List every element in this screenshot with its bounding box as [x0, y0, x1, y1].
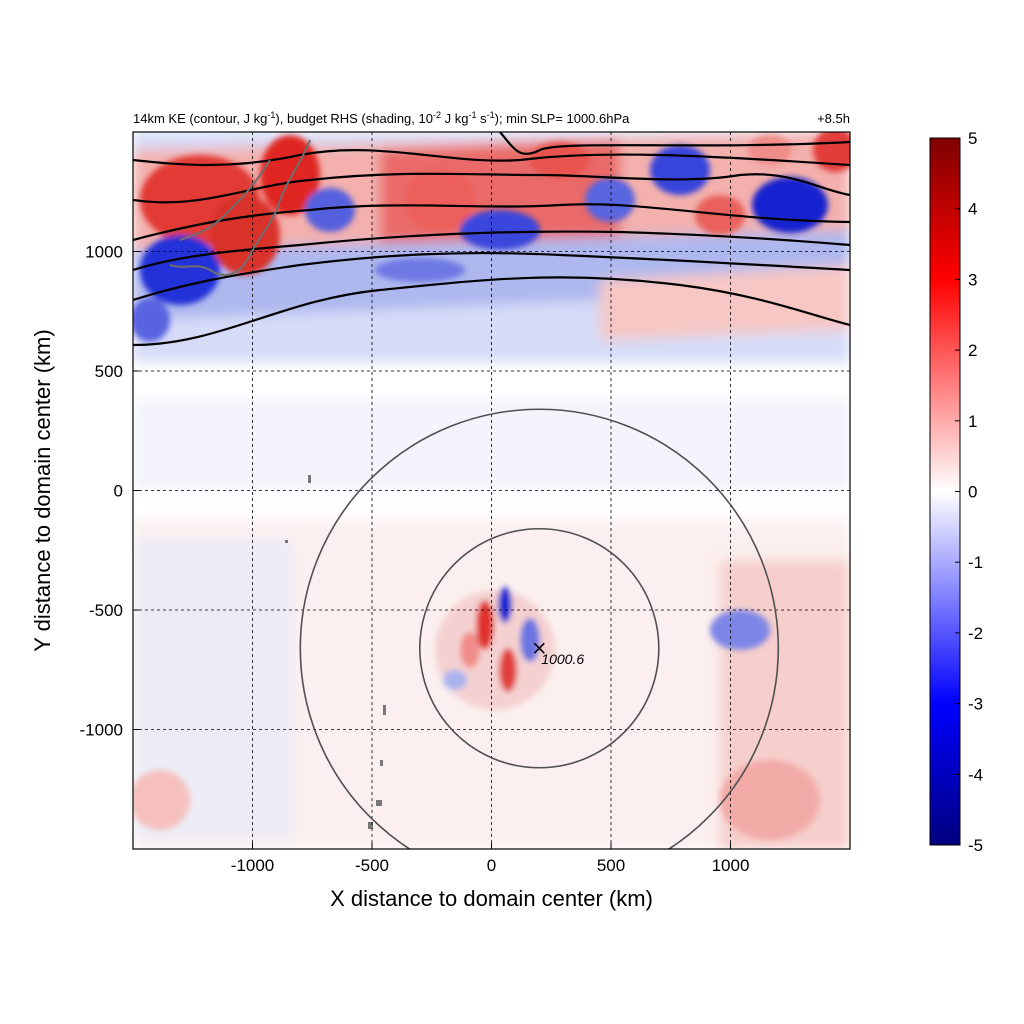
- plot-area: 1000.6: [133, 132, 850, 849]
- storm-center-marker: 1000.6: [533, 642, 584, 667]
- ke-contour: [133, 230, 850, 272]
- coastline: [169, 139, 311, 276]
- y-tick-label: 1000: [85, 243, 123, 262]
- ke-contour: [133, 172, 850, 204]
- chart-title: 14km KE (contour, J kg-1), budget RHS (s…: [133, 110, 630, 126]
- colorbar-tick-label: 3: [968, 270, 977, 289]
- x-tick-label: -1000: [231, 856, 274, 875]
- forecast-time-label: +8.5h: [817, 111, 850, 126]
- radius-circles: [299, 408, 780, 849]
- y-axis-label: Y distance to domain center (km): [30, 329, 55, 651]
- ke-contour: [133, 149, 850, 167]
- ke-contour: [133, 203, 850, 242]
- y-tick-label: -1000: [80, 721, 123, 740]
- colorbar-tick-label: -3: [968, 695, 983, 714]
- y-axis-ticks: -1000 -500 0 500 1000: [80, 243, 139, 740]
- radius-circle: [299, 408, 780, 849]
- shading-field: [133, 132, 850, 849]
- center-cross-icon: [533, 642, 545, 654]
- colorbar-tick-label: 5: [968, 129, 977, 148]
- colorbar: 5 4 3 2 1 0 -1 -2 -3 -4 -5: [929, 129, 983, 855]
- x-tick-label: 0: [487, 856, 496, 875]
- y-tick-label: -500: [89, 601, 123, 620]
- colorbar-tick-label: 1: [968, 412, 977, 431]
- x-tick-label: 1000: [712, 856, 750, 875]
- colorbar-tick-label: 2: [968, 341, 977, 360]
- colorbar-tick-label: -5: [968, 836, 983, 855]
- x-axis-label: X distance to domain center (km): [330, 886, 653, 911]
- colorbar-tick-label: -1: [968, 553, 983, 572]
- ke-contours: [133, 132, 850, 347]
- colorbar-tick-label: -4: [968, 765, 983, 784]
- colorbar-tick-label: 0: [968, 483, 977, 502]
- ke-contour: [133, 251, 850, 302]
- radius-circle: [418, 527, 660, 769]
- y-tick-label: 0: [114, 482, 123, 501]
- small-islands: [285, 475, 386, 829]
- colorbar-ticks: 5 4 3 2 1 0 -1 -2 -3 -4 -5: [955, 129, 983, 855]
- ke-contour: [133, 276, 850, 347]
- ke-contour: [499, 132, 850, 156]
- colorbar-tick-label: 4: [968, 200, 977, 219]
- min-slp-label: 1000.6: [541, 651, 584, 667]
- colorbar-tick-label: -2: [968, 624, 983, 643]
- x-tick-label: -500: [355, 856, 389, 875]
- x-axis-ticks: -1000 -500 0 500 1000: [231, 843, 750, 875]
- x-tick-label: 500: [597, 856, 625, 875]
- storm-core-shading: [435, 587, 555, 710]
- y-tick-label: 500: [95, 362, 123, 381]
